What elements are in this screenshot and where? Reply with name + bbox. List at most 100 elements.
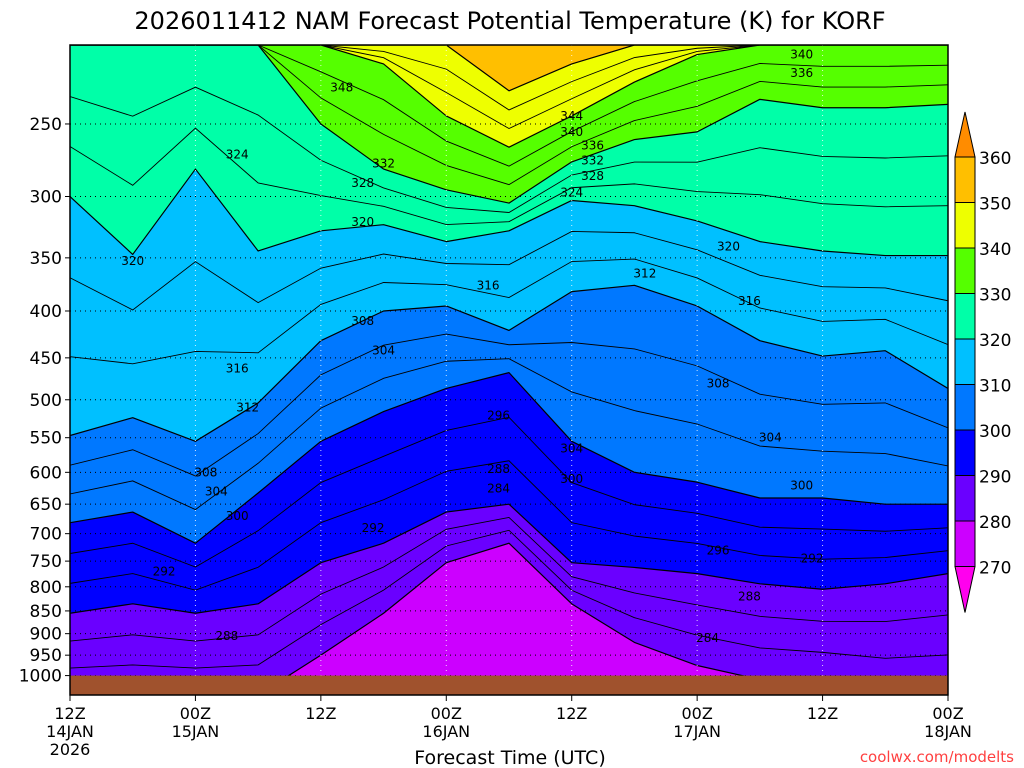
contour-label: 324	[560, 186, 583, 200]
contour-label: 320	[717, 239, 740, 253]
y-tick-label: 850	[30, 602, 62, 622]
colorbar-label: 320	[979, 331, 1011, 351]
contour-label: 344	[560, 109, 583, 123]
y-tick-label: 300	[30, 188, 62, 208]
contour-label: 284	[696, 631, 719, 645]
x-tick-label: 15JAN	[172, 722, 220, 741]
contour-label: 308	[351, 314, 374, 328]
isentrope-minor	[70, 45, 948, 130]
x-tick-label: 12Z	[807, 704, 838, 723]
isentrope-minor	[70, 333, 948, 477]
isentrope-330	[70, 45, 948, 204]
x-axis-label: Forecast Time (UTC)	[414, 747, 605, 768]
contour-label: 304	[759, 431, 782, 445]
x-tick-label: 00Z	[180, 704, 211, 723]
isentrope-350	[70, 45, 948, 92]
contour-label: 316	[226, 361, 249, 375]
colorbar-arrow-bottom	[954, 566, 976, 613]
contour-label: 304	[205, 485, 228, 499]
x-tick-label: 2026	[50, 740, 91, 759]
contour-label: 308	[194, 465, 217, 479]
contour-label: 320	[121, 254, 144, 268]
contour-lines	[70, 45, 948, 695]
y-tick-label: 950	[30, 646, 62, 666]
isentrope-340	[70, 45, 948, 148]
isentrope-minor	[70, 416, 948, 568]
contour-label: 332	[581, 153, 604, 167]
isentrope-minor	[70, 45, 948, 111]
colorbar-label: 330	[979, 286, 1011, 306]
contour-label: 324	[226, 148, 249, 162]
isentrope-minor	[70, 516, 948, 642]
credit: coolwx.com/modelts	[860, 748, 1014, 766]
contour-label: 348	[330, 80, 353, 94]
y-tick-label: 600	[30, 463, 62, 483]
colorbar-box	[954, 429, 976, 476]
isentrope-310	[70, 284, 948, 442]
colorbar-box	[954, 202, 976, 249]
ground	[70, 675, 948, 695]
contour-label: 304	[560, 441, 583, 455]
contour-label: 332	[372, 156, 395, 170]
y-tick-label: 750	[30, 552, 62, 572]
isentrope-minor	[70, 127, 948, 225]
contour-label: 328	[351, 176, 374, 190]
colorbar-box	[954, 475, 976, 522]
colorbar-box	[954, 156, 976, 203]
x-tick-label: 14JAN	[46, 722, 94, 741]
colorbar-label: 300	[979, 422, 1011, 442]
colorbar-arrow-top	[954, 111, 976, 158]
isentrope-320	[70, 168, 948, 257]
contour-label: 320	[351, 215, 374, 229]
y-tick-label: 900	[30, 625, 62, 645]
contour-label: 300	[560, 472, 583, 486]
contour-label: 292	[801, 551, 824, 565]
contour-label: 316	[477, 278, 500, 292]
contour-label: 288	[487, 462, 510, 476]
colorbar-label: 280	[979, 513, 1011, 533]
x-tick-label: 12Z	[556, 704, 587, 723]
colorbar-label: 340	[979, 240, 1011, 260]
y-tick-label: 350	[30, 249, 62, 269]
isentrope-minor	[70, 460, 948, 591]
isentrope-minor	[70, 45, 948, 186]
colorbar: 360 350 340 330 320 310 300 290 280 270	[954, 111, 1011, 613]
y-axis: 250 300 350 400 450 500 550 600 650 700 750 800 850 9…	[19, 115, 70, 687]
contour-label: 336	[790, 66, 813, 80]
band-340	[70, 45, 948, 148]
colorbar-box	[954, 520, 976, 567]
contour-label: 288	[738, 590, 761, 604]
contour-label: 316	[738, 294, 761, 308]
contour-label: 296	[707, 543, 730, 557]
isentrope-300	[70, 372, 948, 544]
contour-label: 292	[153, 565, 176, 579]
colorbar-box	[954, 338, 976, 385]
isentrope-minor	[70, 529, 948, 669]
contour-label: 292	[362, 521, 385, 535]
x-tick-label: 18JAN	[924, 722, 972, 741]
y-tick-label: 450	[30, 349, 62, 369]
contour-label: 296	[487, 408, 510, 422]
contour-label: 288	[215, 629, 238, 643]
x-tick-label: 00Z	[431, 704, 462, 723]
colorbar-box	[954, 247, 976, 294]
x-tick-label: 12Z	[54, 704, 85, 723]
y-tick-label: 400	[30, 302, 62, 322]
colorbar-label: 350	[979, 195, 1011, 215]
contour-fills	[70, 45, 948, 695]
isentrope-minor	[70, 86, 948, 213]
contour-label: 304	[372, 344, 395, 358]
contour-label: 300	[790, 478, 813, 492]
colorbar-label: 310	[979, 377, 1011, 397]
colorbar-box	[954, 293, 976, 340]
colorbar-label: 360	[979, 149, 1011, 169]
contour-label: 336	[581, 139, 604, 153]
contour-label: 300	[226, 509, 249, 523]
contour-label: 328	[581, 169, 604, 183]
isentrope-minor	[70, 358, 948, 511]
colorbar-box	[954, 384, 976, 431]
y-tick-label: 550	[30, 429, 62, 449]
contour-label: 312	[236, 401, 259, 415]
colorbar-label: 270	[979, 559, 1011, 579]
